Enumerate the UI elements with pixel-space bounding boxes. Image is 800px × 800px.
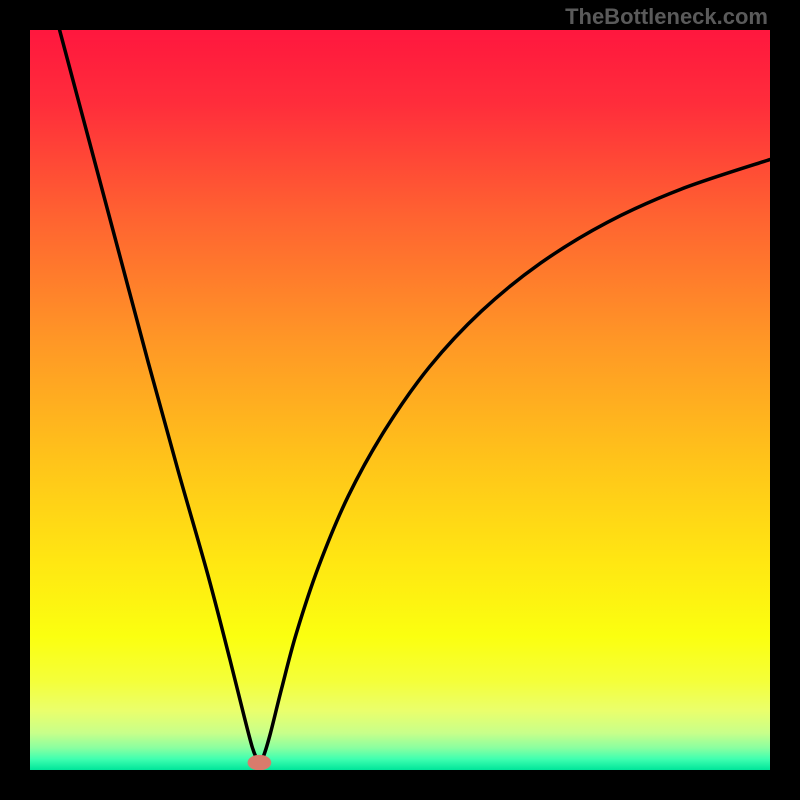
minimum-marker	[248, 755, 272, 770]
watermark-text: TheBottleneck.com	[565, 4, 768, 30]
plot-area	[30, 30, 770, 770]
chart-outer-frame: TheBottleneck.com	[0, 0, 800, 800]
gradient-background	[30, 30, 770, 770]
chart-svg	[30, 30, 770, 770]
